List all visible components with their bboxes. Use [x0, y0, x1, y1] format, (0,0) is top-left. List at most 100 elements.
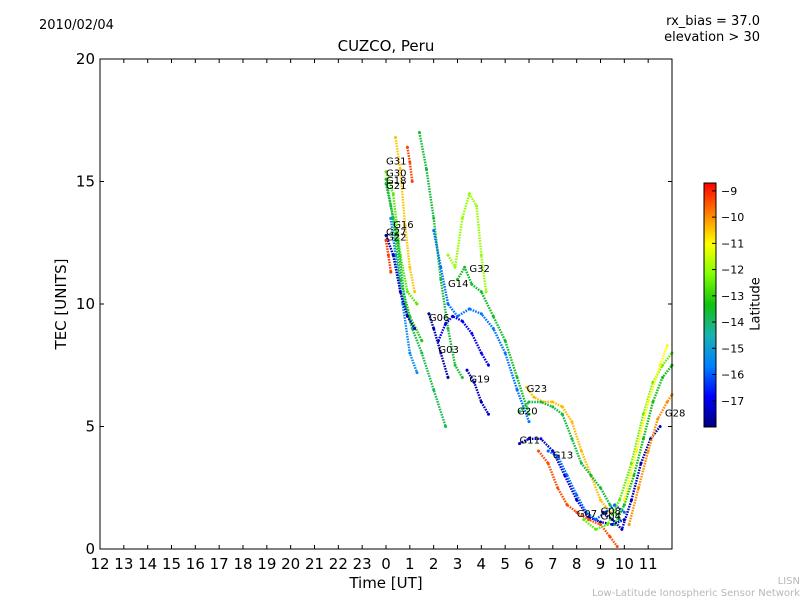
data-point — [527, 412, 531, 416]
data-point — [479, 312, 483, 316]
data-point — [444, 425, 448, 428]
data-point — [582, 518, 586, 522]
data-point — [646, 400, 650, 404]
data-point — [467, 307, 471, 311]
chart-title: CUZCO, Peru — [337, 37, 435, 55]
satellite-label-g30: G30 — [386, 169, 406, 180]
series-g10 — [622, 344, 669, 502]
plot-frame — [99, 58, 673, 550]
data-point — [622, 503, 626, 507]
series-g08b — [613, 363, 674, 526]
data-point — [453, 265, 457, 269]
x-tick-label: 6 — [524, 555, 534, 573]
data-point — [491, 327, 495, 330]
data-point — [389, 270, 393, 274]
satellite-label-g16: G16 — [393, 220, 413, 231]
colorbar-tick-label: −17 — [721, 395, 744, 408]
satellite-label-g27: G27 — [386, 227, 406, 238]
data-point — [439, 351, 443, 355]
x-tick-label: 5 — [500, 555, 510, 573]
data-point — [606, 523, 610, 526]
data-point — [615, 545, 619, 548]
data-point — [394, 135, 397, 139]
series-g05 — [417, 131, 464, 379]
data-point — [599, 523, 602, 526]
data-point — [515, 388, 519, 392]
data-point — [427, 312, 431, 316]
data-point — [565, 474, 569, 477]
satellite-label-g22: G22 — [386, 232, 406, 243]
x-tick-label: 1 — [405, 555, 415, 573]
data-point — [575, 493, 579, 497]
x-tick-label: 2 — [429, 555, 439, 573]
data-point — [646, 449, 650, 453]
data-point — [594, 527, 598, 531]
data-point — [556, 486, 560, 490]
data-point — [579, 461, 583, 465]
data-point — [527, 400, 531, 404]
data-point — [594, 518, 598, 522]
data-point — [584, 510, 588, 514]
series-g21 — [384, 182, 448, 428]
satellite-label-g31: G31 — [386, 156, 406, 167]
data-point — [446, 253, 450, 257]
series-g19 — [465, 368, 490, 416]
data-point — [587, 515, 591, 519]
series-g25 — [537, 449, 619, 548]
series-track — [583, 352, 673, 531]
data-point — [484, 290, 488, 294]
data-point — [546, 449, 550, 453]
data-point — [456, 278, 459, 281]
series-g20 — [405, 145, 414, 183]
data-point — [575, 510, 579, 514]
data-point — [432, 216, 436, 220]
data-point — [532, 395, 536, 399]
x-tick-label: 8 — [572, 555, 582, 573]
data-point — [446, 376, 450, 379]
colorbar — [703, 182, 717, 428]
rx-bias-text: rx_bias = 37.0 — [666, 14, 760, 29]
colorbar-tick-label: −9 — [721, 185, 737, 198]
series-track — [518, 437, 625, 526]
data-point — [515, 376, 519, 379]
data-point — [518, 410, 521, 414]
series-track — [623, 345, 669, 501]
data-point — [460, 216, 464, 220]
date-label: 2010/02/04 — [39, 18, 114, 33]
data-point — [417, 131, 421, 134]
x-tick-label: 12 — [90, 555, 109, 573]
series-g14 — [456, 265, 531, 416]
x-tick-label: 19 — [257, 555, 276, 573]
data-point — [460, 376, 464, 379]
x-tick-label: 14 — [138, 555, 157, 573]
x-tick-label: 22 — [329, 555, 348, 573]
series-g27 — [384, 233, 417, 330]
series-track — [384, 234, 416, 330]
data-point — [656, 417, 660, 421]
data-point — [487, 412, 490, 416]
data-point — [446, 302, 450, 306]
data-point — [487, 363, 490, 367]
data-point — [525, 385, 529, 389]
data-point — [570, 420, 574, 424]
data-point — [665, 344, 669, 348]
series-track — [432, 230, 531, 423]
data-point — [432, 229, 436, 232]
data-point — [620, 527, 624, 531]
x-tick-label: 3 — [453, 555, 463, 573]
data-point — [527, 420, 531, 424]
x-tick-label: 7 — [548, 555, 558, 573]
x-tick-label: 9 — [596, 555, 606, 573]
data-point — [415, 302, 419, 306]
series-g22 — [384, 238, 393, 274]
data-point — [661, 363, 664, 367]
data-point — [479, 253, 483, 257]
data-point — [396, 241, 400, 245]
data-point — [632, 474, 636, 477]
series-track — [394, 137, 416, 293]
elevation-text: elevation > 30 — [664, 30, 760, 45]
credit-network: Low-Latitude Ionospheric Sensor Network — [592, 588, 800, 599]
data-point — [408, 265, 412, 269]
